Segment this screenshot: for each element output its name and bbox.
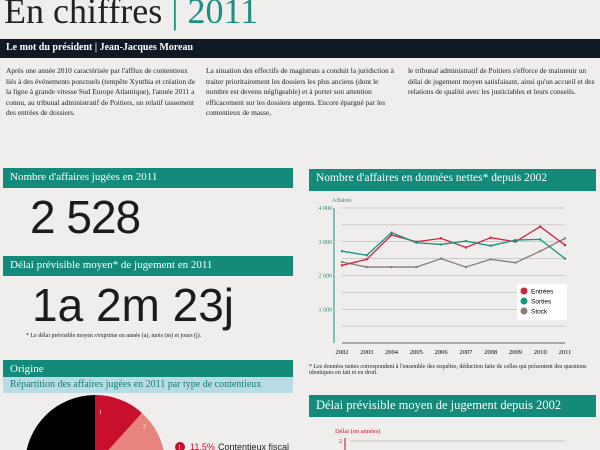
y-axis-label: Affaires [332,197,352,204]
data-point [439,237,443,240]
x-tick-label: 2005 [410,349,423,356]
data-point [464,246,468,249]
data-point [415,241,418,244]
page-title: En chiffres | 2011 [4,0,259,31]
x-tick-label: 2003 [360,349,373,356]
origine-subheading: Répartition des affaires jugées en 2011 … [3,377,293,393]
data-point [514,261,517,264]
legend-pct-1: 11,5% [190,442,215,450]
data-point [390,231,393,234]
pie-slice-2 [108,413,164,450]
delai-value: 1a 2m 23j [32,279,235,331]
y-tick-label: 3 000 [319,240,333,246]
data-point [415,265,418,269]
delai-note: * Le délai prévisible moyen s'exprime en… [26,333,202,339]
pie-label-1: 1 [99,410,102,416]
x-tick-label: 2010 [534,349,547,356]
legend-marker [520,297,528,305]
x-tick-label: 2009 [509,349,522,356]
data-point [563,237,567,240]
data-point [539,225,542,228]
data-point [390,233,393,237]
x-tick-label: 2007 [459,349,473,356]
origine-pie: 1 2 1 11,5% Contentieux fiscal [26,394,289,450]
x-tick-label: 2004 [385,349,399,356]
y-tick-label: 2 000 [319,274,333,280]
data-point [514,240,517,243]
data-point [340,264,344,267]
legend-num-1: 1 [178,445,181,450]
chart2-ytick: 2 [339,439,342,445]
legend-label: Sorties [531,299,552,306]
series-line-stock [341,237,566,268]
y-tick-label: 4 000 [319,206,333,212]
affaires-heading: Nombre d'affaires jugées en 2011 [3,168,293,188]
chart1: Affaires 1 000 2 000 3 000 4 000 2002 2003 2004… [319,197,572,356]
data-point [340,260,344,264]
x-tick-label: 2008 [484,349,497,356]
data-point [340,250,344,253]
origine-heading: Origine [3,360,293,380]
pie-slice-1 [95,394,142,450]
president-text-col3: le tribunal administratif de Poitiers s'… [408,66,595,97]
legend-marker [520,307,528,315]
legend-label: Entrées [531,289,554,296]
series-line-sorties [341,231,566,260]
data-point [489,258,492,261]
president-heading: Le mot du président | Jean-Jacques Morea… [0,39,600,58]
legend-marker [520,287,528,295]
x-tick-label: 2006 [435,349,449,356]
chart1-note: * Les données nettes correspondent à l'e… [309,364,587,376]
data-point [563,257,567,260]
president-text-col1: Après une année 2010 caractérisée par l'… [6,66,196,118]
president-text-col2: La situation des effectifs de magistrats… [206,66,394,118]
x-tick-label: 2002 [336,349,349,356]
data-point [514,238,517,242]
delai-heading: Délai prévisible moyen* de jugement en 2… [3,256,293,276]
data-point [365,265,368,269]
data-point [489,236,492,239]
data-point [464,265,468,269]
data-point [439,243,443,246]
data-point [539,238,542,241]
data-point [390,265,393,269]
legend-label: Stock [531,309,548,316]
pie-slice-black [26,395,95,450]
data-point [365,258,368,261]
chart2: Délai (en années) 2 [335,428,565,450]
affaires-value: 2 528 [30,191,141,243]
legend-badge-1 [175,442,185,450]
chart2-title: Délai prévisible moyen de jugement depui… [309,395,596,417]
pie-label-2: 2 [143,424,146,430]
x-tick-label: 2011 [559,349,572,356]
y-tick-label: 1 000 [319,307,333,313]
chart2-ylabel: Délai (en années) [335,428,380,435]
data-point [439,257,443,260]
series-line-entrées [341,225,566,267]
data-point [365,254,368,257]
legend-label-1: Contentieux fiscal [218,442,289,450]
data-point [489,244,492,247]
data-point [563,243,567,247]
data-point [539,250,542,253]
data-point [464,239,468,243]
chart1-title: Nombre d'affaires en données nettes* dep… [309,169,596,191]
